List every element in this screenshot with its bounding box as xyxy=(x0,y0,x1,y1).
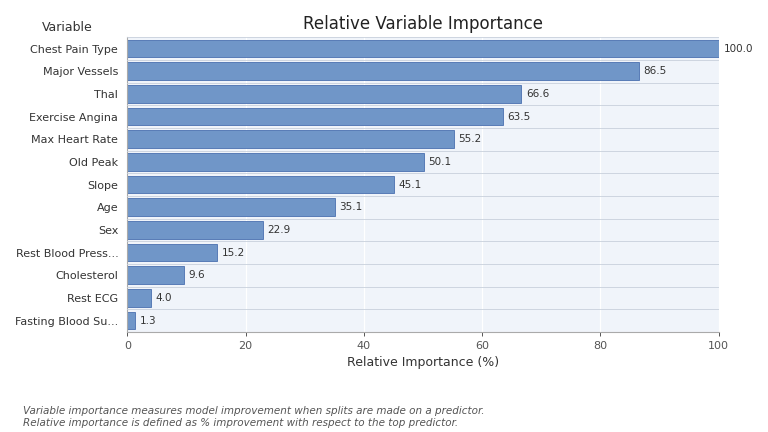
Text: 100.0: 100.0 xyxy=(723,44,753,54)
Text: 66.6: 66.6 xyxy=(526,89,549,99)
Text: 86.5: 86.5 xyxy=(644,67,667,76)
Bar xyxy=(127,244,217,261)
Text: 63.5: 63.5 xyxy=(508,111,531,122)
Text: Variable: Variable xyxy=(41,22,92,35)
Bar xyxy=(127,130,454,148)
Bar xyxy=(127,85,521,103)
Bar xyxy=(127,40,719,57)
Text: 45.1: 45.1 xyxy=(399,180,422,190)
Bar xyxy=(127,198,335,216)
Bar xyxy=(127,312,135,330)
X-axis label: Relative Importance (%): Relative Importance (%) xyxy=(347,356,499,369)
Bar xyxy=(127,63,639,80)
Text: 15.2: 15.2 xyxy=(222,248,245,257)
Text: 1.3: 1.3 xyxy=(140,315,157,326)
Bar xyxy=(127,267,184,284)
Bar xyxy=(127,289,151,307)
Text: 4.0: 4.0 xyxy=(156,293,172,303)
Text: 35.1: 35.1 xyxy=(339,202,362,212)
Bar xyxy=(127,221,263,239)
Text: Variable importance measures model improvement when splits are made on a predict: Variable importance measures model impro… xyxy=(23,406,485,428)
Title: Relative Variable Importance: Relative Variable Importance xyxy=(303,15,543,33)
Text: 22.9: 22.9 xyxy=(267,225,291,235)
Bar xyxy=(127,176,394,194)
Text: 50.1: 50.1 xyxy=(429,157,452,167)
Text: 9.6: 9.6 xyxy=(189,270,205,280)
Bar xyxy=(127,108,503,125)
Text: 55.2: 55.2 xyxy=(458,134,482,144)
Bar xyxy=(127,153,424,171)
